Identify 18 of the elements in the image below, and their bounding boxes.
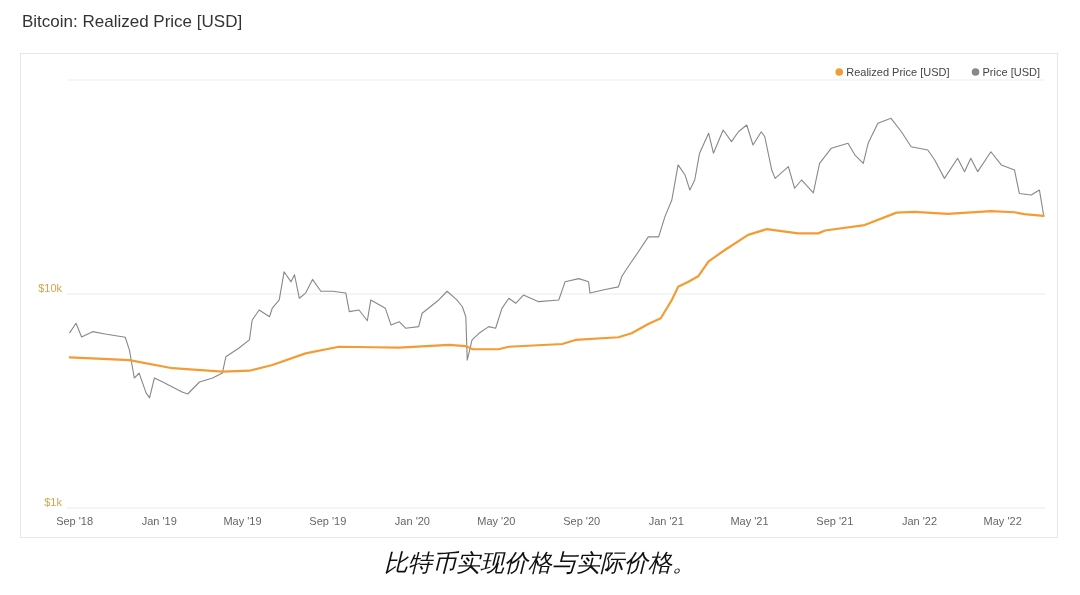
x-tick-label: May '21 xyxy=(730,515,769,527)
x-tick-label: Sep '21 xyxy=(816,515,854,527)
x-tick-label: Sep '19 xyxy=(309,515,347,527)
legend-label: Realized Price [USD] xyxy=(846,66,950,78)
x-tick-label: Jan '22 xyxy=(901,515,938,527)
x-tick-label: May '22 xyxy=(983,515,1022,527)
y-tick-label: $10k xyxy=(38,282,63,294)
legend-label: Price [USD] xyxy=(982,66,1040,78)
x-tick-label: Sep '18 xyxy=(56,515,94,527)
y-tick-label: $1k xyxy=(44,496,63,508)
chart-title: Bitcoin: Realized Price [USD] xyxy=(22,12,243,31)
x-tick-label: Jan '19 xyxy=(141,515,177,527)
x-tick-label: May '20 xyxy=(477,515,516,527)
x-tick-label: May '19 xyxy=(223,515,262,527)
x-tick-label: Jan '20 xyxy=(394,515,430,527)
x-tick-label: Jan '21 xyxy=(648,515,684,527)
x-tick-label: Sep '20 xyxy=(563,515,601,527)
text: 比特币实现价格与实际价格。 xyxy=(384,549,696,576)
